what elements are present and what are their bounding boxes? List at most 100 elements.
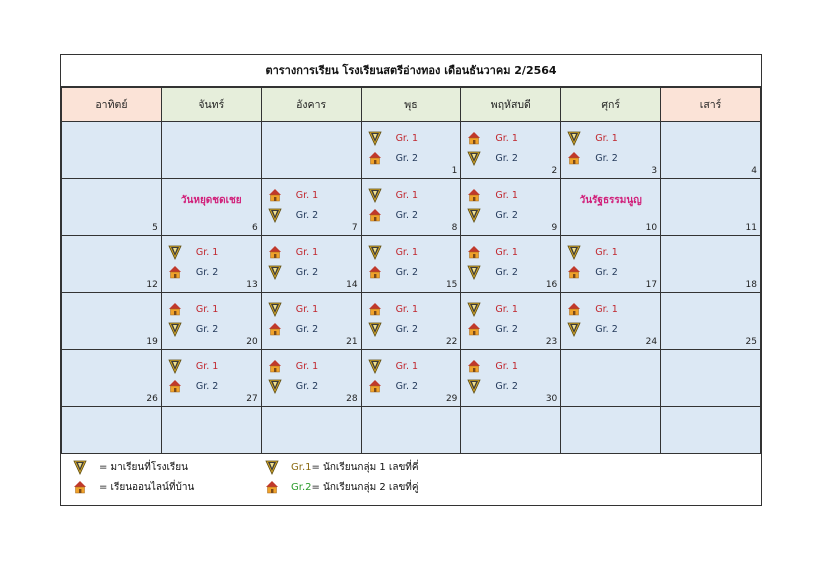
day-cell-fri: Gr. 1 Gr. 2 24 bbox=[560, 292, 662, 350]
school-pencil-icon bbox=[467, 378, 482, 394]
legend-gr1-text: = นักเรียนกลุ่ม 1 เลขที่คี่ bbox=[311, 461, 419, 473]
group-entry: Gr. 1 bbox=[368, 301, 418, 317]
school-pencil-icon bbox=[567, 130, 581, 146]
day-cell-thu: Gr. 1 Gr. 2 16 bbox=[460, 235, 562, 293]
legend: = มาเรียนที่โรงเรียน = เรียนออนไลน์ที่บ้… bbox=[61, 453, 761, 505]
group-entry: Gr. 2 bbox=[368, 207, 418, 223]
legend-gr1-item: Gr.1 = นักเรียนกลุ่ม 1 เลขที่คี่ bbox=[265, 459, 419, 475]
group-entry: Gr. 2 bbox=[367, 321, 418, 337]
schedule-title: ตารางการเรียน โรงเรียนสตรีอ่างทอง เดือนธ… bbox=[61, 55, 761, 87]
schedule-frame: ตารางการเรียน โรงเรียนสตรีอ่างทอง เดือนธ… bbox=[60, 54, 762, 506]
day-cell-sat: 11 bbox=[660, 178, 761, 236]
school-pencil-icon bbox=[467, 150, 482, 166]
school-pencil-icon bbox=[467, 207, 482, 223]
day-number: 24 bbox=[645, 337, 658, 347]
group-entry: Gr. 2 bbox=[567, 150, 618, 166]
group-entry: Gr. 2 bbox=[467, 264, 518, 280]
home-icon bbox=[467, 187, 481, 203]
day-number: 12 bbox=[146, 280, 158, 290]
legend-gr2-text: = นักเรียนกลุ่ม 2 เลขที่คู่ bbox=[311, 481, 419, 493]
group-entry: Gr. 2 bbox=[368, 150, 418, 166]
group-entry: Gr. 2 bbox=[368, 378, 418, 394]
day-cell-wed bbox=[360, 406, 462, 454]
home-icon bbox=[567, 150, 581, 166]
day-cell-fri: วันรัฐธรรมนูญ 10 bbox=[560, 178, 662, 236]
group-entry: Gr. 1 bbox=[268, 358, 318, 374]
group-label: Gr. 1 bbox=[595, 303, 618, 315]
holiday-label: วันรัฐธรรมนูญ bbox=[579, 195, 642, 206]
day-cell-sun bbox=[61, 121, 162, 179]
group-label: Gr. 2 bbox=[195, 323, 219, 335]
home-icon bbox=[368, 301, 382, 317]
day-number: 8 bbox=[451, 223, 458, 233]
group-entry: Gr. 2 bbox=[268, 264, 318, 280]
home-icon bbox=[268, 321, 282, 337]
day-cell-wed: Gr. 1 Gr. 2 15 bbox=[360, 235, 462, 293]
home-icon bbox=[268, 358, 282, 374]
group-label: Gr. 1 bbox=[495, 189, 518, 201]
group-entry: Gr. 2 bbox=[368, 264, 418, 280]
day-cell-sun: 26 bbox=[61, 349, 162, 407]
group-entry: Gr. 1 bbox=[567, 301, 618, 317]
day-number: 26 bbox=[146, 394, 158, 404]
home-icon bbox=[467, 130, 481, 146]
group-label: Gr. 2 bbox=[295, 323, 319, 335]
day-cell-mon: วันหยุดชดเชย 6 bbox=[160, 178, 262, 236]
day-cell-sat: 4 bbox=[660, 121, 761, 179]
school-pencil-icon bbox=[367, 358, 382, 374]
holiday-label: วันหยุดชดเชย bbox=[180, 195, 242, 206]
day-number: 25 bbox=[745, 337, 757, 347]
home-icon bbox=[168, 264, 182, 280]
legend-gr1-label: Gr.1 bbox=[291, 461, 312, 473]
group-label: Gr. 1 bbox=[495, 303, 518, 315]
group-label: Gr. 1 bbox=[595, 132, 618, 144]
day-cell-thu: Gr. 1 Gr. 2 23 bbox=[460, 292, 562, 350]
day-cell-sat: 18 bbox=[660, 235, 761, 293]
home-icon bbox=[265, 479, 279, 495]
group-entry: Gr. 1 bbox=[367, 187, 418, 203]
day-number: 4 bbox=[751, 166, 757, 176]
weekday-header-thursday: พฤหัสบดี bbox=[460, 87, 562, 122]
day-cell-mon: Gr. 1 Gr. 2 20 bbox=[160, 292, 262, 350]
group-label: Gr. 2 bbox=[395, 152, 419, 164]
day-cell-wed: Gr. 1 Gr. 2 22 bbox=[360, 292, 462, 350]
group-label: Gr. 1 bbox=[295, 189, 319, 201]
day-cell-mon: Gr. 1 Gr. 2 27 bbox=[160, 349, 262, 407]
group-entry: Gr. 2 bbox=[467, 378, 518, 394]
group-label: Gr. 1 bbox=[195, 246, 219, 258]
week-row: 12 Gr. 1 Gr. 2 13 Gr. 1 Gr. 2 14 Gr. 1 Gr. 2 15 Gr… bbox=[61, 235, 761, 293]
group-entry: Gr. 1 bbox=[168, 301, 218, 317]
school-pencil-icon bbox=[567, 321, 581, 337]
day-number: 16 bbox=[545, 280, 558, 290]
day-number: 3 bbox=[651, 166, 658, 176]
group-label: Gr. 1 bbox=[495, 132, 518, 144]
day-number: 27 bbox=[246, 394, 258, 404]
day-cell-fri bbox=[560, 349, 662, 407]
legend-home-text: = เรียนออนไลน์ที่บ้าน bbox=[99, 481, 195, 493]
group-entry: Gr. 1 bbox=[467, 130, 518, 146]
day-number: 22 bbox=[445, 337, 458, 347]
week-row bbox=[61, 406, 761, 454]
group-entry: Gr. 1 bbox=[467, 358, 518, 374]
group-label: Gr. 2 bbox=[395, 266, 419, 278]
day-cell-wed: Gr. 1 Gr. 2 8 bbox=[360, 178, 462, 236]
weekday-header-monday: จันทร์ bbox=[160, 87, 262, 122]
group-label: Gr. 2 bbox=[495, 380, 518, 392]
day-cell-sun: 5 bbox=[61, 178, 162, 236]
home-icon bbox=[268, 244, 282, 260]
group-entry: Gr. 1 bbox=[367, 130, 418, 146]
day-number: 30 bbox=[545, 394, 558, 404]
group-label: Gr. 1 bbox=[195, 303, 219, 315]
home-icon bbox=[268, 187, 282, 203]
group-entry: Gr. 2 bbox=[168, 321, 218, 337]
group-entry: Gr. 2 bbox=[268, 321, 318, 337]
school-pencil-icon bbox=[367, 187, 382, 203]
calendar-table: อาทิตย์ จันทร์ อังคาร พุธ พฤหัสบดี ศุกร์… bbox=[61, 87, 761, 454]
day-number: 13 bbox=[246, 280, 258, 290]
school-pencil-icon bbox=[168, 358, 182, 374]
group-label: Gr. 2 bbox=[595, 266, 618, 278]
day-cell-wed: Gr. 1 Gr. 2 1 bbox=[360, 121, 462, 179]
day-cell-mon bbox=[160, 121, 262, 179]
group-entry: Gr. 2 bbox=[467, 321, 518, 337]
group-entry: Gr. 2 bbox=[168, 264, 218, 280]
